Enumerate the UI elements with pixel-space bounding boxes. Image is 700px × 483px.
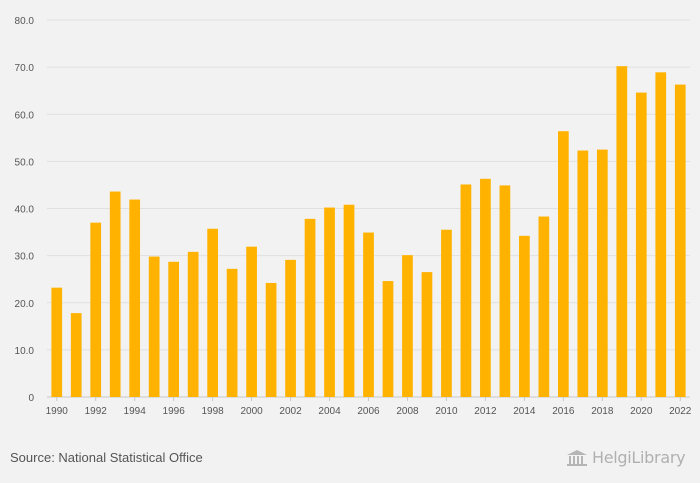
bar-2016 xyxy=(557,131,569,397)
y-tick-label: 0 xyxy=(28,393,34,404)
y-tick-label: 40.0 xyxy=(15,205,35,216)
y-tick-label: 50.0 xyxy=(15,157,35,168)
bar-1999 xyxy=(226,268,238,397)
x-tick-label: 2012 xyxy=(474,406,497,417)
bar-2007 xyxy=(382,281,394,397)
y-tick-label: 60.0 xyxy=(15,110,35,121)
x-tick-label: 2010 xyxy=(435,406,458,417)
bar-2004 xyxy=(324,207,335,397)
brand-text: HelgiLibrary xyxy=(592,448,686,467)
bar-2003 xyxy=(304,218,316,397)
x-tick-label: 2016 xyxy=(552,406,575,417)
bar-1991 xyxy=(70,313,82,397)
bar-2017 xyxy=(577,150,589,397)
bars xyxy=(51,66,686,398)
x-tick-label: 2020 xyxy=(630,406,653,417)
x-tick-label: 2022 xyxy=(669,406,692,417)
x-tick-label: 2000 xyxy=(240,406,263,417)
y-tick-label: 10.0 xyxy=(15,346,35,357)
bar-2008 xyxy=(402,255,413,397)
bar-2022 xyxy=(674,84,686,397)
bar-1992 xyxy=(90,222,102,397)
bar-2009 xyxy=(421,272,433,397)
y-tick-label: 70.0 xyxy=(15,63,35,74)
x-axis-ticks: 1990 1992 1994 1996 1998 2000 2002 2004 2006 2008… xyxy=(46,397,692,417)
bar-2010 xyxy=(441,229,452,397)
bar-2002 xyxy=(285,259,296,397)
library-icon xyxy=(566,449,588,467)
bar-1994 xyxy=(129,199,141,397)
x-tick-label: 2006 xyxy=(357,406,380,417)
bar-2015 xyxy=(538,216,550,397)
bar-2014 xyxy=(519,235,530,397)
bar-2005 xyxy=(343,204,355,397)
bar-2000 xyxy=(246,246,257,397)
bar-2013 xyxy=(499,185,511,397)
x-tick-label: 1990 xyxy=(46,406,69,417)
brand-logo: HelgiLibrary xyxy=(566,448,686,467)
x-tick-label: 1998 xyxy=(201,406,224,417)
y-axis-ticks: 0 10.0 20.0 30.0 40.0 50.0 60.0 70.0 80.0 xyxy=(15,16,35,404)
y-tick-label: 80.0 xyxy=(15,16,35,27)
x-tick-label: 1996 xyxy=(163,406,186,417)
x-tick-label: 2008 xyxy=(396,406,419,417)
x-tick-label: 1992 xyxy=(85,406,108,417)
x-tick-label: 2014 xyxy=(513,406,536,417)
source-note: Source: National Statistical Office xyxy=(10,450,203,465)
bar-1995 xyxy=(148,256,160,397)
x-tick-label: 2004 xyxy=(318,406,341,417)
bar-1996 xyxy=(168,261,180,397)
bar-2018 xyxy=(596,149,608,397)
x-tick-label: 1994 xyxy=(124,406,147,417)
x-tick-label: 2018 xyxy=(591,406,614,417)
bar-chart: 010.020.030.040.050.060.070.080.0 1990 19… xyxy=(15,16,692,417)
bar-1993 xyxy=(109,191,121,397)
bar-2012 xyxy=(480,178,491,397)
bar-2020 xyxy=(635,92,647,397)
bar-2011 xyxy=(460,184,472,397)
bar-2021 xyxy=(655,72,667,397)
bar-2006 xyxy=(363,232,374,397)
bar-1997 xyxy=(187,251,199,397)
y-tick-label: 20.0 xyxy=(15,299,35,310)
bar-2019 xyxy=(616,66,628,398)
bar-1998 xyxy=(207,228,218,397)
bar-1990 xyxy=(51,287,63,397)
bar-2001 xyxy=(265,282,277,397)
x-tick-label: 2002 xyxy=(279,406,302,417)
y-tick-label: 30.0 xyxy=(15,252,35,263)
